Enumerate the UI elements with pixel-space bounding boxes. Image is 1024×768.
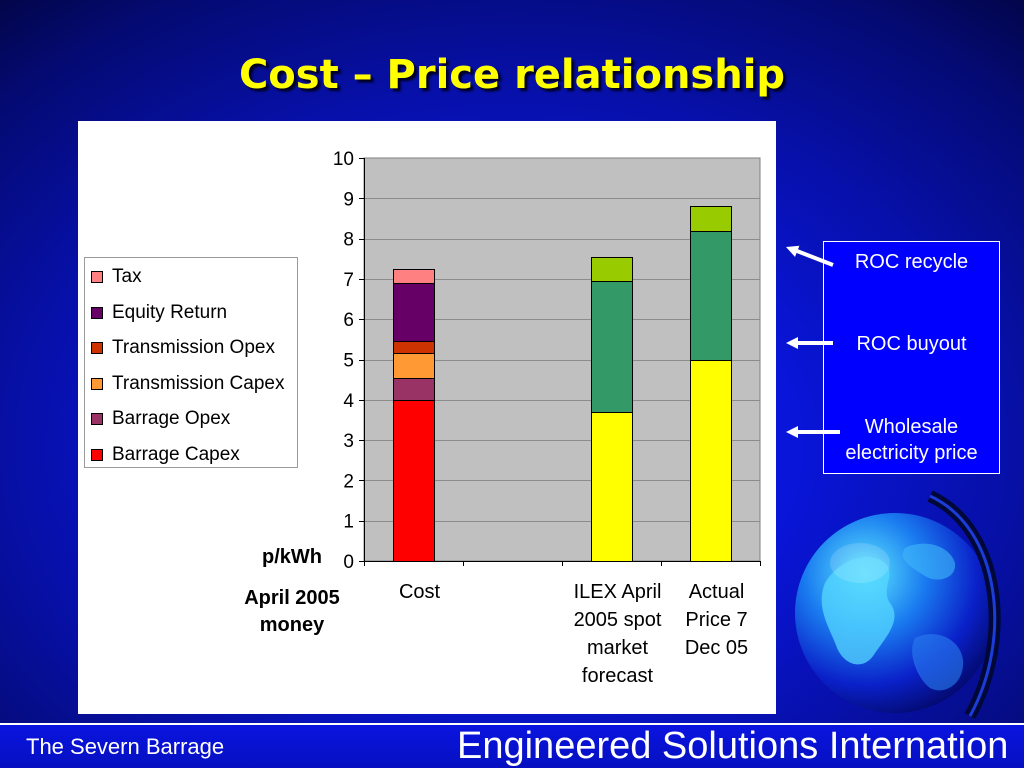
legend-item-tax: Tax (85, 265, 295, 289)
y-tick-label: 4 (343, 391, 354, 412)
globe-ring-highlight (929, 494, 997, 717)
footer-presentation-name: The Severn Barrage (26, 734, 225, 759)
bar-segment-wholesale-electricity-price-ilex-april-2005-spot-market-forecast (591, 412, 633, 562)
legend-swatch (91, 342, 103, 354)
bar-segment-roc-buyout-actual-price-7-dec-05 (690, 231, 732, 361)
y-tick-label: 9 (343, 189, 354, 210)
y-tick-label: 5 (343, 351, 354, 372)
y-axis-unit-label: p/kWh (262, 546, 322, 568)
globe-highlight (830, 543, 890, 583)
arrow-shaft (796, 249, 834, 267)
y-tick-label: 3 (343, 431, 354, 452)
annotation-roc-buyout: ROC buyout (856, 333, 967, 355)
legend-item-transmission-opex: Transmission Opex (85, 336, 295, 360)
y-tick-label: 6 (343, 310, 354, 331)
price-component-annotation-box: ROC recycle ROC buyout Wholesale electri… (823, 241, 1000, 474)
bar-segment-roc-recycle-ilex-april-2005-spot-market-forecast (591, 257, 633, 282)
y-tick-label: 1 (343, 512, 354, 533)
footer-company-name: Engineered Solutions Internation (457, 725, 1009, 767)
legend-item-transmission-capex: Transmission Capex (85, 372, 295, 396)
arrow-roc-buyout (786, 337, 833, 349)
bar-segment-barrage-opex-cost (393, 378, 435, 401)
legend-label: Transmission Opex (112, 337, 275, 358)
annotation-arrows (786, 245, 840, 438)
chart-legend: Tax Equity Return Transmission Opex Transmi… (84, 257, 298, 468)
bar-segment-tax-cost (393, 269, 435, 284)
footer-bar: The Severn Barrage Engineered Solutions … (0, 725, 1024, 768)
y-axis-unit-note: April 2005 money (244, 587, 340, 636)
legend-label: Equity Return (112, 301, 228, 323)
legend-swatch (91, 306, 103, 319)
globe-landmass (912, 634, 964, 691)
bar-segment-wholesale-electricity-price-actual-price-7-dec-05 (690, 360, 732, 562)
footer-divider (0, 723, 1024, 725)
stacked-bar-chart: 0 1 2 3 4 5 6 7 8 9 10 (333, 149, 761, 573)
slide-title: Cost – Price relationship (238, 52, 786, 98)
legend-swatch (91, 271, 103, 283)
annotation-wholesale-price: Wholesale electricity price (845, 416, 978, 464)
legend-item-equity-return: Equity Return (85, 301, 295, 325)
bar-segment-barrage-capex-cost (393, 400, 435, 562)
globe-landmass (821, 556, 895, 665)
x-category-label: ILEX April 2005 spot market forecast (573, 581, 662, 687)
legend-label: Transmission Capex (112, 372, 285, 394)
legend-label: Tax (112, 266, 142, 287)
globe-landmass (902, 543, 956, 580)
x-category-label: Cost (398, 581, 441, 603)
legend-swatch (91, 377, 103, 390)
y-tick-label: 10 (333, 149, 354, 170)
bar-segment-roc-buyout-ilex-april-2005-spot-market-forecast (591, 281, 633, 413)
bar-segment-transmission-capex-cost (393, 353, 435, 379)
chart-panel: 0 1 2 3 4 5 6 7 8 9 10 Tax Equity Return Transmissio… (78, 121, 776, 714)
globe-graphic (795, 490, 1001, 719)
arrowhead (786, 426, 798, 438)
legend-label: Barrage Opex (112, 408, 231, 429)
arrow-wholesale-price (786, 426, 840, 438)
bar-segment-transmission-opex-cost (393, 341, 435, 354)
y-tick-label: 8 (343, 230, 354, 251)
legend-label: Barrage Capex (112, 443, 240, 465)
legend-swatch (91, 448, 103, 461)
bar-segment-roc-recycle-actual-price-7-dec-05 (690, 206, 732, 232)
arrowhead (786, 337, 798, 349)
bar-segment-equity-return-cost (393, 283, 435, 342)
arrowhead (786, 245, 800, 257)
legend-swatch (91, 413, 103, 425)
legend-item-barrage-opex: Barrage Opex (85, 407, 295, 431)
x-category-label: Actual Price 7 Dec 05 (684, 581, 749, 659)
y-tick-label: 0 (343, 552, 354, 573)
arrow-roc-recycle (786, 245, 834, 267)
y-tick-label: 2 (343, 471, 354, 492)
annotation-roc-recycle: ROC recycle (854, 251, 969, 273)
y-tick-label: 7 (343, 270, 354, 291)
legend-item-barrage-capex: Barrage Capex (85, 443, 295, 467)
